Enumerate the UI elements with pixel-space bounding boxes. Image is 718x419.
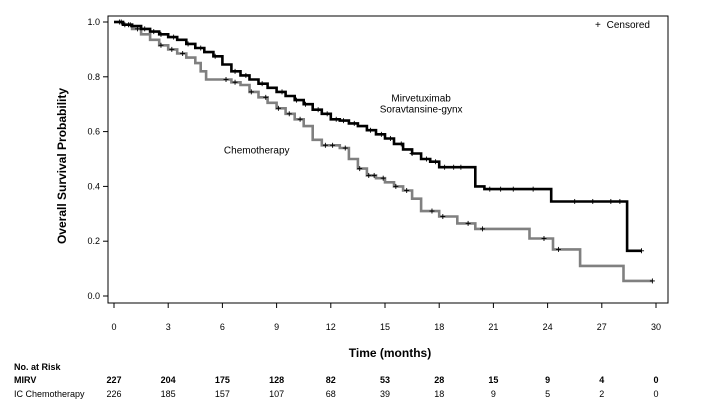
x-tick-label: 9	[274, 322, 279, 332]
x-tick-label: 18	[434, 322, 444, 332]
legend-censored-label: + Censored	[595, 20, 650, 31]
x-tick-label: 3	[166, 322, 171, 332]
risk-value-mirv: 227	[106, 375, 121, 385]
mirv-series-label: Mirvetuximab	[391, 93, 451, 104]
x-tick-label: 24	[543, 322, 553, 332]
risk-value-chemo: 226	[106, 389, 121, 399]
risk-value-mirv: 9	[545, 375, 550, 385]
legend-censored-marker: +	[595, 20, 601, 31]
plot-area	[114, 19, 655, 284]
legend-censored-text: Censored	[607, 20, 650, 31]
risk-value-chemo: 0	[653, 389, 658, 399]
chemo-survival-line	[114, 20, 653, 283]
risk-value-mirv: 4	[599, 375, 604, 385]
x-tick-label: 30	[651, 322, 661, 332]
risk-value-mirv: 204	[161, 375, 176, 385]
y-axis-title: Overall Survival Probability	[55, 88, 69, 244]
x-tick-label: 21	[488, 322, 498, 332]
risk-value-chemo: 157	[215, 389, 230, 399]
risk-row-label-mirv: MIRV	[14, 375, 36, 385]
risk-value-chemo: 68	[326, 389, 336, 399]
y-tick-label: 0.2	[87, 236, 100, 246]
risk-value-mirv: 0	[653, 375, 658, 385]
axes: 0.0 0.2 0.4 0.6 0.8 1.0 0 3 6 9 12 15 18 21 24 27 30	[87, 15, 669, 332]
risk-value-mirv: 53	[380, 375, 390, 385]
risk-value-chemo: 107	[269, 389, 284, 399]
x-tick-label: 27	[597, 322, 607, 332]
y-tick-label: 0.4	[87, 181, 100, 191]
risk-value-mirv: 128	[269, 375, 284, 385]
risk-value-mirv: 15	[488, 375, 498, 385]
y-tick-label: 0.0	[87, 291, 100, 301]
risk-value-mirv: 82	[326, 375, 336, 385]
risk-row-label-chemo: IC Chemotherapy	[14, 389, 85, 399]
x-tick-label: 6	[220, 322, 225, 332]
risk-value-chemo: 9	[491, 389, 496, 399]
chemo-series-label: Chemotherapy	[224, 146, 290, 157]
x-tick-label: 12	[326, 322, 336, 332]
y-tick-label: 0.8	[87, 72, 100, 82]
mirv-series-label: Soravtansine-gynx	[380, 104, 463, 115]
risk-value-mirv: 28	[434, 375, 444, 385]
y-tick-label: 0.6	[87, 127, 100, 137]
risk-value-chemo: 39	[380, 389, 390, 399]
x-axis-title: Time (months)	[349, 346, 431, 360]
legend: + Censored	[595, 20, 650, 31]
x-tick-label: 0	[111, 322, 116, 332]
risk-value-chemo: 2	[599, 389, 604, 399]
risk-value-chemo: 185	[161, 389, 176, 399]
risk-table-header: No. at Risk	[14, 362, 62, 372]
risk-value-chemo: 18	[434, 389, 444, 399]
risk-value-chemo: 5	[545, 389, 550, 399]
risk-value-mirv: 175	[215, 375, 230, 385]
plot-frame	[107, 15, 669, 304]
risk-table: No. at Risk MIRV 227 204 175 128 82 53 28 15 9 4 0 I…	[14, 362, 659, 399]
x-tick-label: 15	[380, 322, 390, 332]
y-tick-label: 1.0	[87, 17, 100, 27]
